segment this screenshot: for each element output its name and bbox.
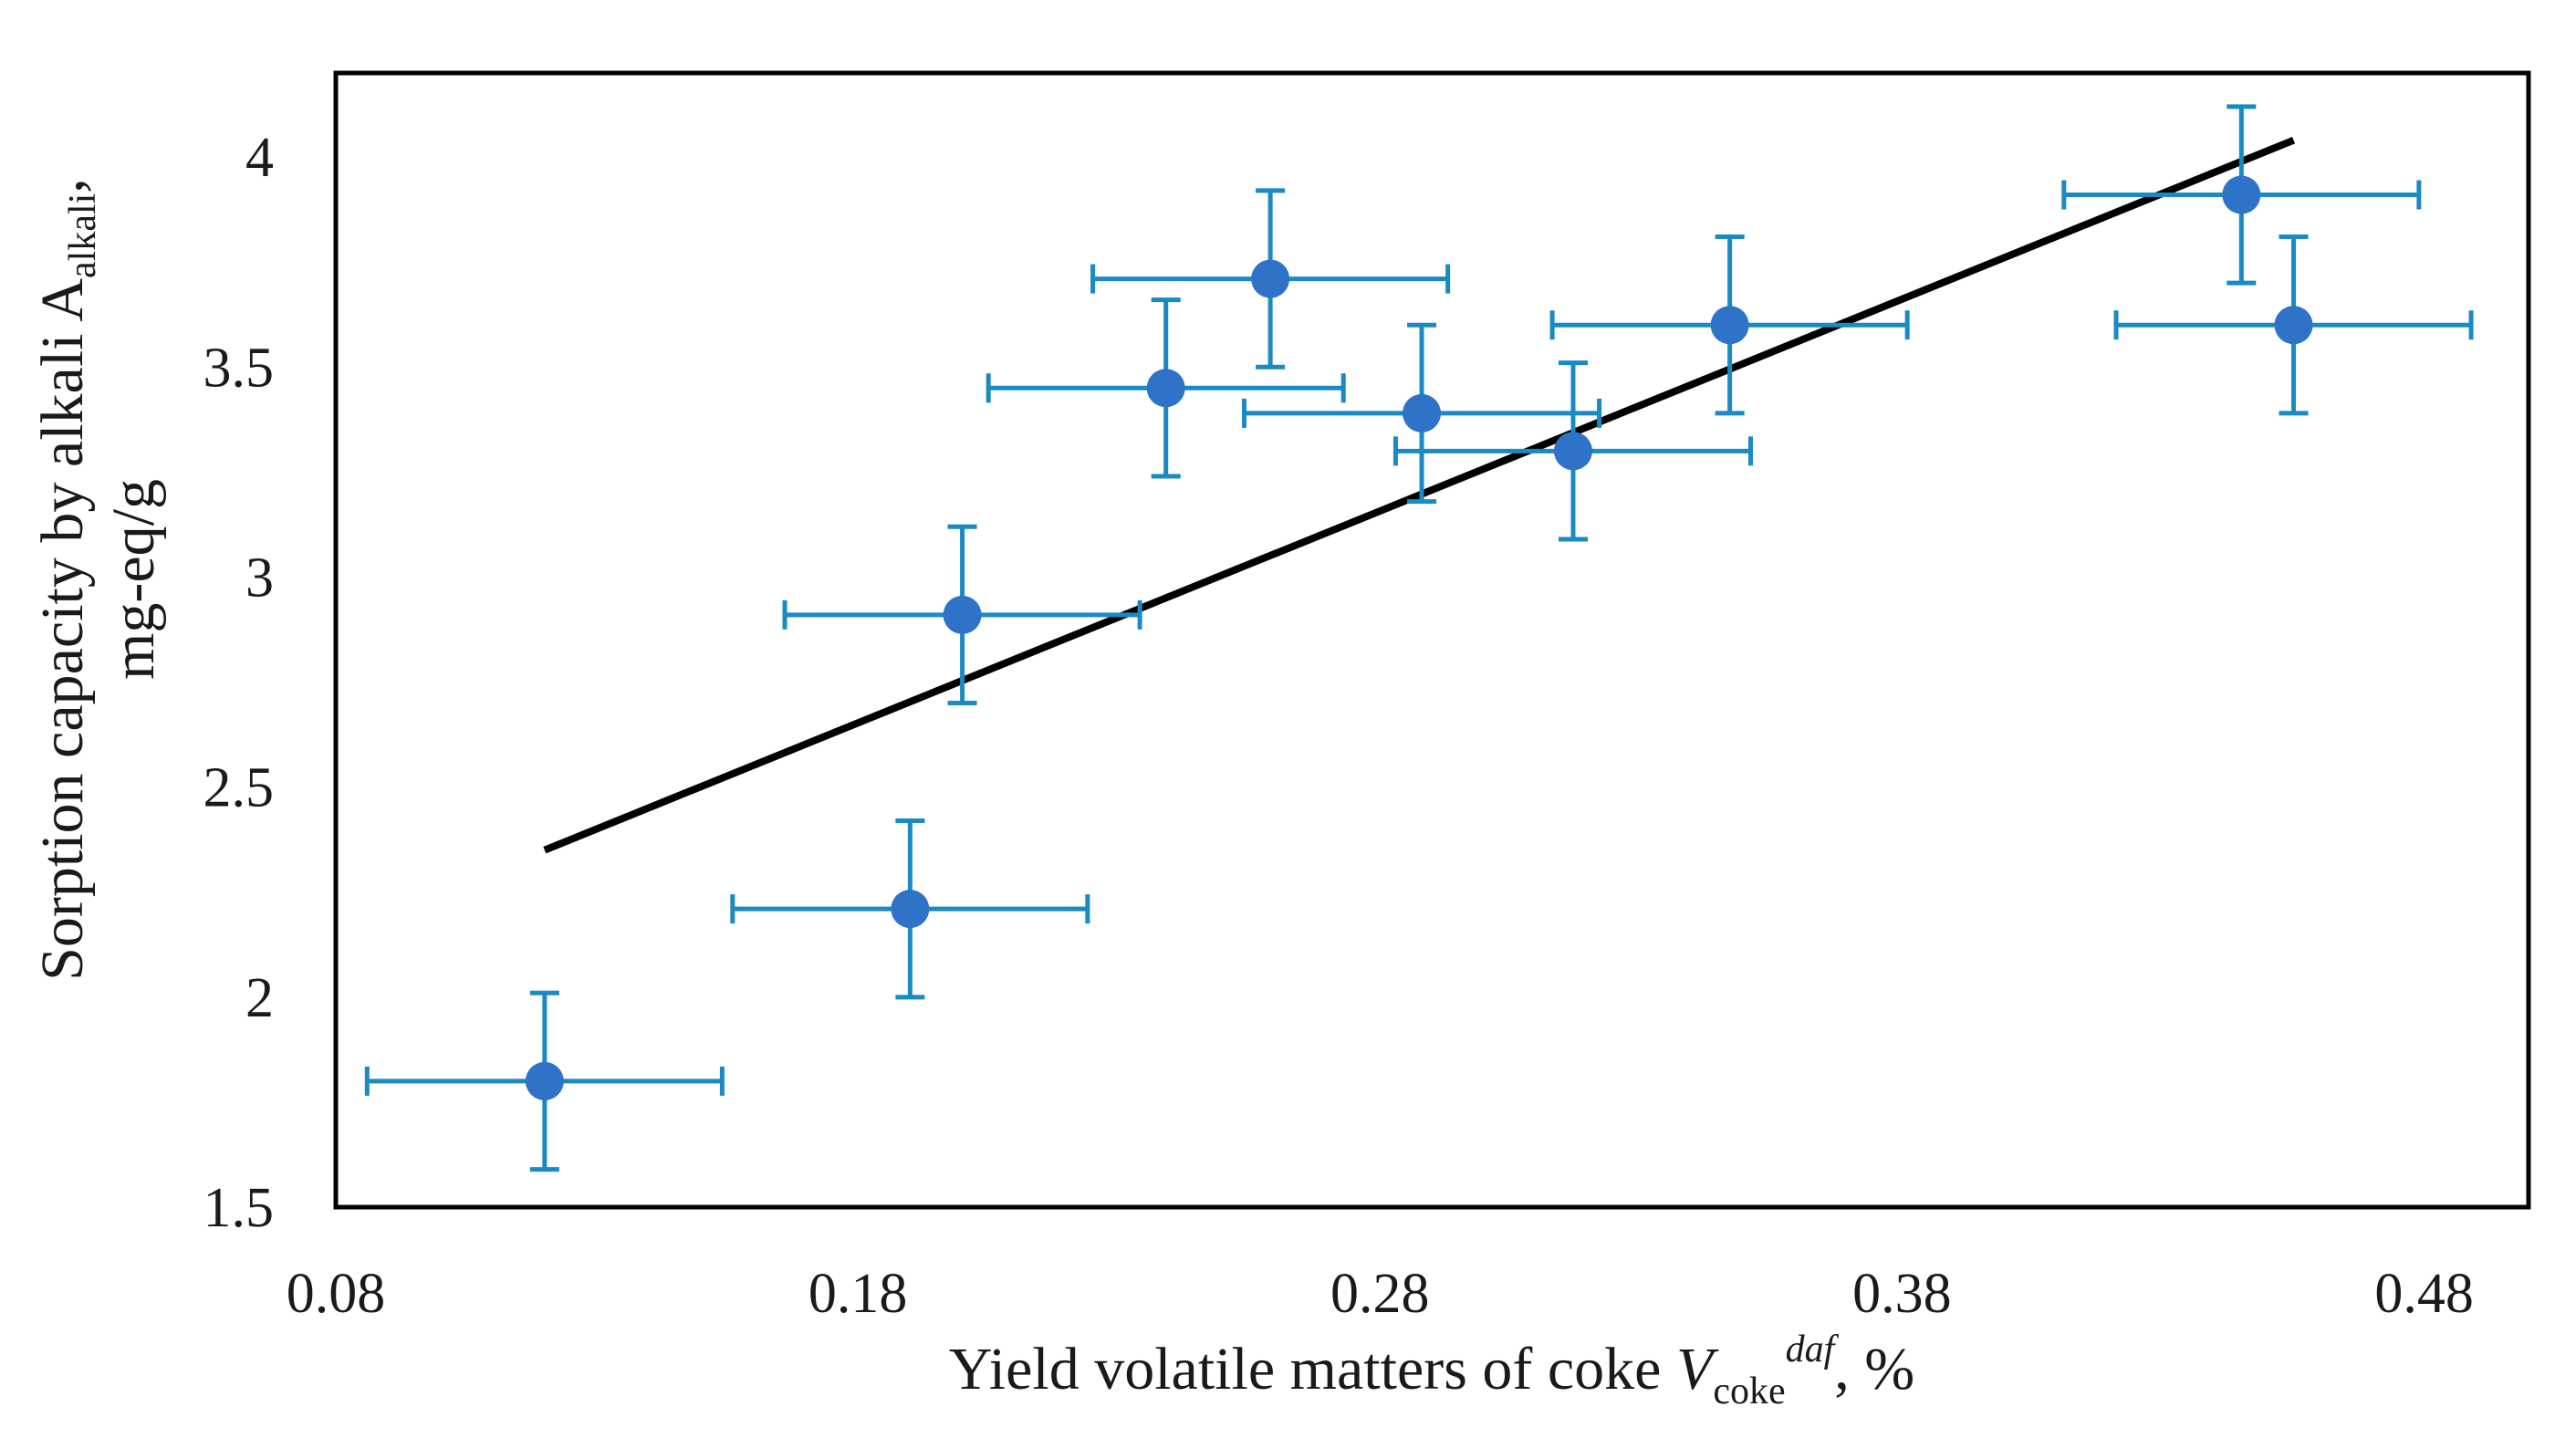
x-tick-label: 0.38 xyxy=(1852,1263,1952,1325)
x-axis-title-symbol: V xyxy=(1676,1336,1719,1402)
y-axis-tick-labels: 1.5 2 2.5 3 3.5 4 xyxy=(203,127,275,1239)
y-axis-title-line1-subscript: alkali xyxy=(62,193,104,278)
y-tick-label: 2 xyxy=(245,967,274,1029)
data-point-group xyxy=(1242,322,1602,505)
y-tick-label: 3.5 xyxy=(203,337,275,399)
data-point xyxy=(525,1061,564,1100)
data-point-group xyxy=(730,818,1090,1000)
data-point xyxy=(2222,175,2261,214)
y-axis-title-line2: mg-eq/g xyxy=(100,479,167,680)
y-tick-label: 3 xyxy=(245,547,274,609)
y-tick-label: 2.5 xyxy=(203,757,275,819)
data-point-group xyxy=(1090,188,1451,370)
data-point xyxy=(2274,306,2313,345)
data-point xyxy=(1251,259,1290,298)
data-point xyxy=(1146,369,1185,408)
plot-area-frame xyxy=(333,70,2531,1210)
data-point xyxy=(943,595,982,634)
data-point-group xyxy=(782,524,1142,706)
y-axis-title-line1-suffix: , xyxy=(29,178,96,193)
x-axis-title: Yield volatile matters of coke Vcokedaf,… xyxy=(949,1329,1915,1412)
data-point-group xyxy=(1392,360,1754,542)
trend-line xyxy=(543,136,2296,854)
x-tick-label: 0.18 xyxy=(808,1263,908,1325)
data-point xyxy=(1553,432,1592,471)
x-axis-tick-labels: 0.08 0.18 0.28 0.38 0.48 xyxy=(287,1263,2474,1325)
y-tick-label: 1.5 xyxy=(203,1177,275,1239)
data-point-group xyxy=(986,297,1346,479)
x-tick-label: 0.08 xyxy=(287,1263,386,1325)
data-point xyxy=(1710,306,1749,345)
data-points-layer xyxy=(364,104,2474,1172)
x-axis-title-prefix: Yield volatile matters of coke xyxy=(949,1336,1676,1402)
x-axis-title-subscript: coke xyxy=(1713,1370,1785,1412)
y-axis-title-line1: Sorption capacity by alkali Aalkali, xyxy=(29,178,104,981)
y-tick-label: 4 xyxy=(245,127,274,189)
y-axis-title: Sorption capacity by alkali Aalkali, mg-… xyxy=(29,178,167,981)
data-point-group xyxy=(2113,234,2474,416)
x-axis-title-superscript: daf xyxy=(1786,1329,1840,1370)
data-point xyxy=(1403,393,1442,432)
x-axis-title-suffix: , % xyxy=(1834,1336,1914,1402)
y-axis-title-line1-prefix: Sorption capacity by alkali A xyxy=(29,278,96,981)
data-point-group xyxy=(1549,234,1910,416)
x-tick-label: 0.28 xyxy=(1330,1263,1430,1325)
x-tick-label: 0.48 xyxy=(2374,1263,2474,1325)
data-point xyxy=(891,890,930,929)
data-point-group xyxy=(364,990,725,1172)
data-point-group xyxy=(2061,104,2422,286)
